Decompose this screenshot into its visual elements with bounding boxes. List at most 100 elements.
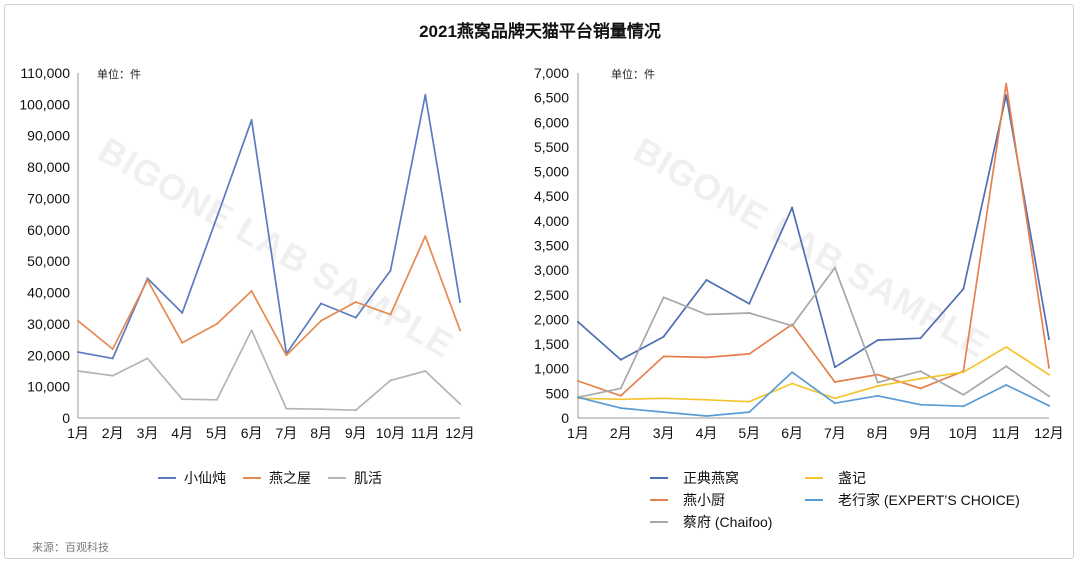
- data-point: [215, 322, 218, 325]
- chart-frame: [4, 4, 1074, 559]
- data-point: [748, 411, 751, 414]
- x-tick-label: 8月: [867, 425, 889, 441]
- data-point: [705, 398, 708, 401]
- series-line-5: [577, 371, 1050, 417]
- data-point: [1048, 373, 1050, 376]
- data-point: [389, 379, 392, 382]
- y-tick-label: 30,000: [27, 316, 70, 332]
- data-point: [320, 408, 323, 411]
- x-tick-label: 1月: [567, 425, 589, 441]
- data-point: [876, 339, 879, 342]
- legend-label: 老行家 (EXPERT’S CHOICE): [838, 492, 1020, 508]
- x-tick-label: 10月: [949, 425, 979, 441]
- page-title: 2021燕窝品牌天猫平台销量情况: [419, 22, 661, 41]
- data-point: [146, 277, 149, 280]
- legend-label: 盏记: [838, 470, 866, 486]
- y-tick-label: 5,500: [534, 139, 569, 155]
- x-tick-label: 2月: [102, 425, 124, 441]
- data-point: [1005, 384, 1008, 386]
- data-point: [619, 387, 622, 390]
- series-line-2: [577, 82, 1050, 397]
- source-note: 来源：百观科技: [32, 542, 109, 554]
- data-point: [459, 329, 461, 332]
- y-tick-label: 2,500: [534, 287, 569, 303]
- data-point: [876, 394, 879, 397]
- data-point: [389, 269, 392, 272]
- data-point: [919, 370, 922, 373]
- series-line-3: [77, 329, 461, 412]
- series-line-1: [577, 94, 1050, 369]
- x-tick-label: 12月: [445, 425, 475, 441]
- y-tick-label: 4,000: [534, 213, 569, 229]
- x-tick-label: 10月: [376, 425, 406, 441]
- y-tick-label: 1,000: [534, 361, 569, 377]
- data-point: [1048, 338, 1050, 341]
- data-point: [705, 356, 708, 359]
- data-point: [111, 348, 114, 350]
- y-tick-label: 80,000: [27, 159, 70, 175]
- data-point: [424, 370, 427, 372]
- data-point: [619, 407, 622, 410]
- data-point: [833, 366, 836, 369]
- data-point: [424, 235, 427, 238]
- x-tick-label: 11月: [411, 425, 440, 441]
- y-tick-label: 3,500: [534, 238, 569, 254]
- series-line-3: [577, 266, 1050, 399]
- data-point: [791, 382, 794, 385]
- x-tick-label: 1月: [67, 425, 89, 441]
- data-point: [1048, 395, 1050, 398]
- legend-label: 燕之屋: [269, 470, 311, 486]
- x-tick-label: 4月: [171, 425, 193, 441]
- x-tick-label: 8月: [310, 425, 332, 441]
- series-line-2: [77, 235, 461, 357]
- data-point: [459, 301, 461, 303]
- unit-label: 单位：件: [611, 67, 655, 81]
- x-tick-label: 9月: [345, 425, 367, 441]
- data-point: [919, 377, 922, 380]
- data-point: [250, 329, 253, 332]
- y-tick-label: 2,000: [534, 311, 569, 327]
- x-tick-label: 2月: [610, 425, 632, 441]
- series-line-4: [577, 346, 1050, 403]
- y-tick-label: 3,000: [534, 262, 569, 278]
- x-tick-label: 3月: [137, 425, 159, 441]
- y-tick-label: 90,000: [27, 128, 70, 144]
- data-point: [619, 358, 622, 361]
- data-point: [285, 354, 288, 357]
- data-point: [285, 407, 288, 410]
- data-point: [833, 266, 836, 269]
- y-tick-label: 6,500: [534, 90, 569, 106]
- data-point: [833, 381, 836, 383]
- y-tick-label: 50,000: [27, 253, 70, 269]
- data-point: [705, 415, 708, 417]
- y-tick-label: 1,500: [534, 336, 569, 352]
- x-tick-label: 6月: [241, 425, 263, 441]
- data-point: [1005, 365, 1008, 368]
- y-tick-label: 500: [546, 385, 570, 401]
- x-tick-label: 7月: [276, 425, 298, 441]
- x-tick-label: 6月: [781, 425, 803, 441]
- data-point: [748, 302, 751, 305]
- data-point: [619, 394, 622, 397]
- data-point: [577, 320, 579, 323]
- x-tick-label: 9月: [910, 425, 932, 441]
- data-point: [354, 301, 357, 303]
- watermark-text: BIGONE LAB SAMPLE: [92, 129, 462, 366]
- y-tick-label: 10,000: [27, 379, 70, 395]
- left-chart: BIGONE LAB SAMPLE 0 10,000 20,000 30,000 40,0…: [19, 65, 474, 486]
- x-tick-label: 5月: [206, 425, 228, 441]
- y-tick-label: 4,500: [534, 188, 569, 204]
- data-point: [876, 373, 879, 376]
- data-point: [876, 381, 879, 384]
- data-point: [876, 385, 879, 387]
- data-point: [77, 370, 79, 372]
- data-point: [962, 393, 965, 396]
- data-point: [662, 397, 665, 400]
- data-point: [1005, 94, 1008, 97]
- data-point: [250, 119, 253, 121]
- y-tick-label: 6,000: [534, 114, 569, 130]
- y-tick-label: 7,000: [534, 65, 569, 81]
- data-point: [791, 206, 794, 209]
